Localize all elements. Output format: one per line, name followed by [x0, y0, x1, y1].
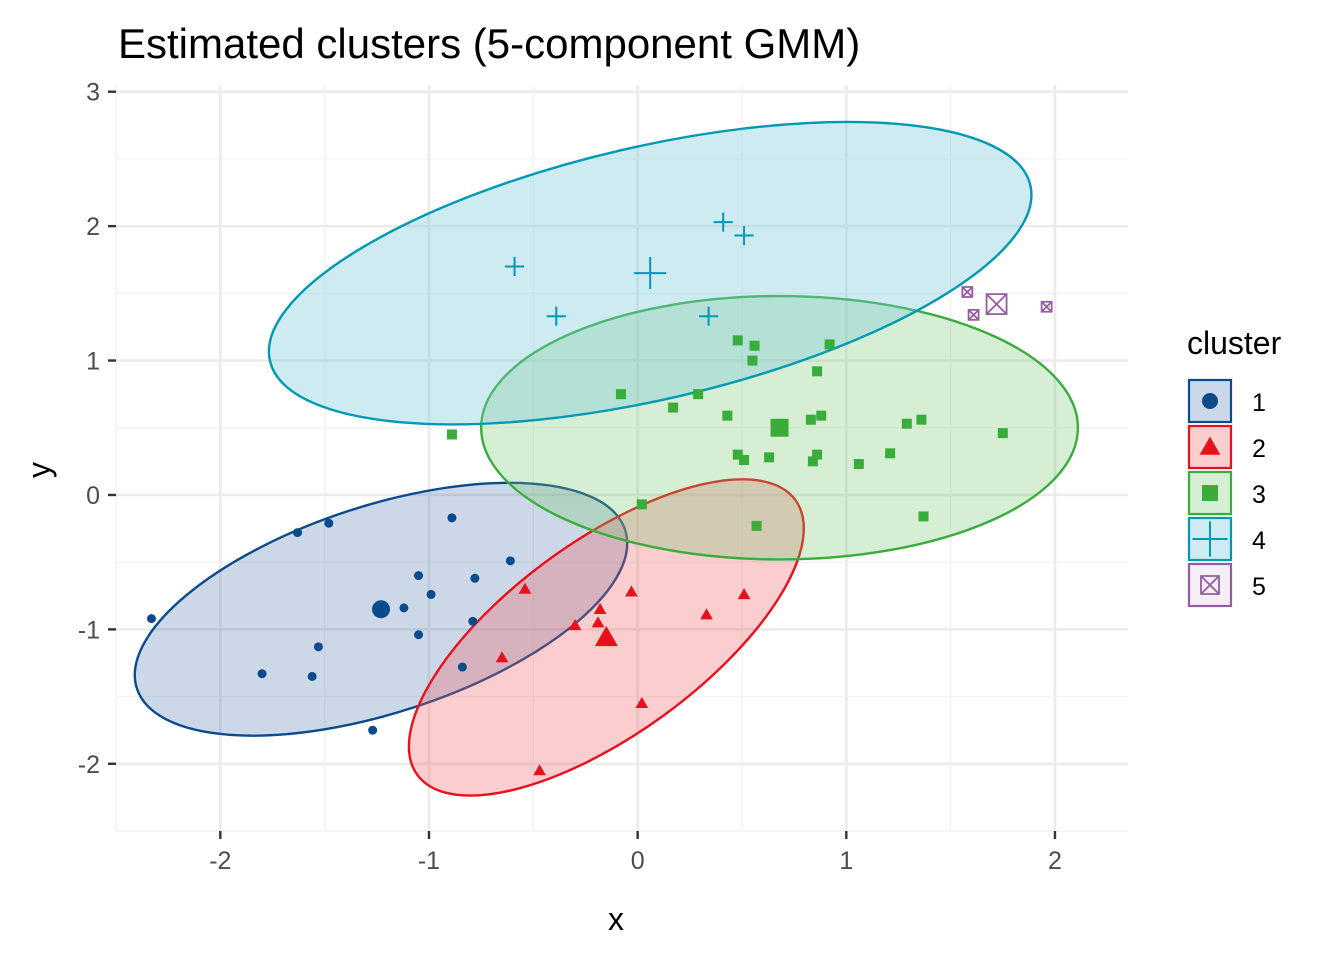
cluster-2-point — [593, 602, 607, 614]
x-axis-title: x — [608, 901, 624, 937]
cluster-3-point — [446, 429, 457, 440]
cluster-1-point — [307, 671, 317, 681]
cluster-5-point — [961, 286, 974, 298]
legend-marker-3 — [1202, 485, 1218, 501]
legend-title: cluster — [1187, 325, 1282, 361]
legend-marker-2 — [1199, 436, 1221, 455]
cluster-1-point — [426, 589, 436, 599]
y-tick-label: -2 — [78, 751, 100, 779]
cluster-3-point — [885, 448, 896, 459]
legend-label-1: 1 — [1252, 389, 1266, 417]
cluster-3-point — [732, 335, 743, 346]
cluster-3-point — [751, 520, 762, 531]
cluster-1-point — [313, 642, 323, 652]
cluster-3-point — [732, 449, 743, 460]
cluster-1-point — [293, 528, 303, 538]
x-tick-label: 0 — [631, 847, 645, 875]
cluster-5-point — [1040, 300, 1053, 313]
cluster-3-point — [901, 418, 912, 429]
cluster-4-point — [713, 212, 733, 232]
cluster-1-point — [468, 616, 478, 626]
cluster-3-point — [997, 428, 1008, 439]
cluster-1-point — [399, 603, 409, 613]
cluster-3-point — [739, 455, 750, 466]
y-tick-label: -1 — [78, 616, 100, 644]
x-tick-label: 1 — [839, 847, 853, 875]
cluster-4-point — [734, 225, 754, 246]
cluster-1-point — [457, 662, 467, 672]
cluster-1-point — [324, 518, 334, 528]
x-tick-label: -2 — [209, 847, 231, 875]
cluster-3-point — [693, 389, 704, 400]
y-tick-label: 0 — [86, 482, 100, 510]
y-axis-title: y — [21, 462, 57, 478]
cluster-1-point — [257, 669, 267, 679]
x-tick-label: -1 — [418, 847, 440, 875]
cluster-1-center — [371, 600, 390, 619]
grid-minor — [115, 85, 1128, 832]
y-tick-label: 2 — [86, 213, 100, 241]
cluster-2-point — [518, 582, 532, 594]
cluster-3-point — [764, 452, 775, 463]
cluster-3-point — [918, 511, 929, 522]
cluster-4-point — [698, 306, 719, 326]
legend: cluster 1 2 3 4 5 — [1187, 325, 1282, 608]
legend-label-2: 2 — [1252, 435, 1266, 463]
cluster-5-point — [967, 308, 980, 321]
cluster-3-point — [636, 499, 647, 510]
data-points — [146, 212, 1053, 776]
cluster-3-point — [747, 355, 758, 366]
legend-marker-1 — [1202, 393, 1218, 409]
cluster-2-point — [635, 696, 649, 709]
cluster-1-point — [414, 630, 424, 640]
cluster-3-point — [615, 389, 626, 400]
cluster-3-point — [916, 414, 927, 425]
chart-title: Estimated clusters (5-component GMM) — [118, 20, 860, 67]
cluster-3-point — [668, 402, 679, 413]
cluster-3-point — [722, 410, 733, 421]
cluster-3-point — [812, 449, 823, 460]
cluster-4-center — [634, 257, 667, 290]
cluster-3-point — [749, 340, 760, 351]
cluster-1-point — [146, 614, 156, 624]
cluster-2-point — [625, 585, 638, 597]
cluster-3-point — [816, 410, 827, 421]
cluster-1-point — [470, 573, 480, 583]
cluster-2-point — [591, 616, 605, 628]
cluster-3-point — [805, 414, 816, 425]
cluster-2-point — [533, 764, 546, 776]
cluster-4-point — [504, 256, 525, 277]
cluster-centers — [371, 257, 1008, 647]
legend-marker-4 — [1192, 521, 1228, 557]
x-tick-label: 2 — [1048, 847, 1062, 875]
legend-marker-5 — [1200, 575, 1220, 595]
y-tick-label: 1 — [86, 348, 100, 376]
axes: -2 -1 0 1 2 -2 -1 0 1 2 3 — [78, 79, 1062, 875]
cluster-ellipses — [133, 120, 1080, 797]
cluster-3-point — [812, 366, 823, 377]
y-tick-label: 3 — [86, 79, 100, 107]
cluster-2-point — [568, 619, 582, 631]
cluster-1-point — [505, 556, 515, 566]
cluster-1-point — [447, 513, 457, 523]
cluster-4-point — [546, 306, 566, 326]
cluster-2-point — [700, 608, 713, 620]
cluster-1-point — [414, 571, 424, 581]
cluster-2-point — [495, 651, 509, 663]
cluster-2-point — [737, 588, 751, 600]
legend-label-5: 5 — [1252, 573, 1266, 601]
cluster-3-center — [770, 418, 789, 437]
legend-label-4: 4 — [1252, 527, 1266, 555]
cluster-3-point — [853, 459, 864, 470]
legend-label-3: 3 — [1252, 481, 1266, 509]
cluster-3-point — [824, 339, 835, 350]
cluster-1-point — [368, 725, 378, 735]
cluster-2-center — [594, 625, 618, 647]
cluster-5-center — [985, 293, 1008, 315]
cluster-3-point — [807, 456, 818, 467]
